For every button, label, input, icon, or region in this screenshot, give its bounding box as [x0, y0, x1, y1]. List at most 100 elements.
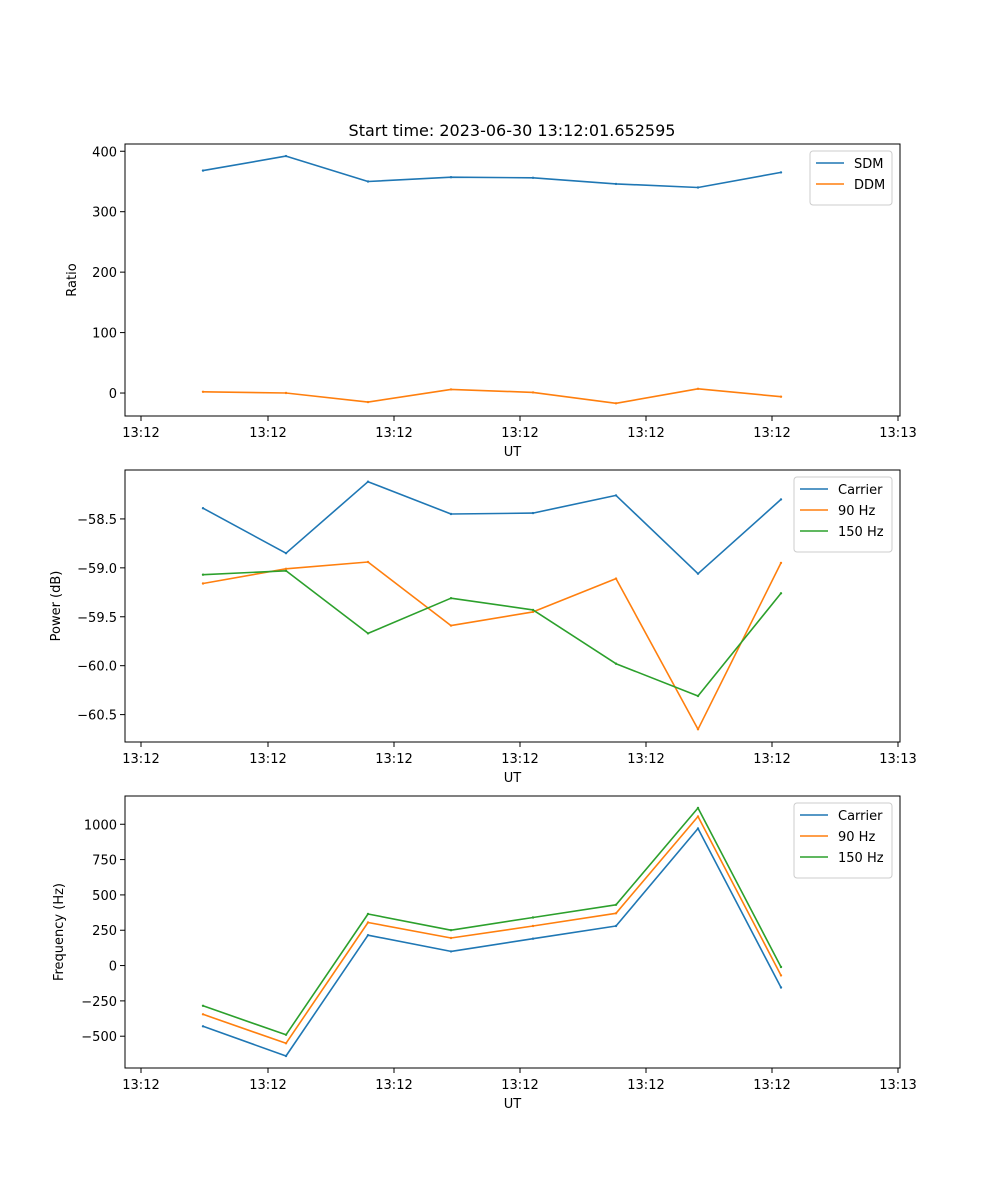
x-tick-label: 13:13 — [879, 752, 916, 767]
plot-frame — [124, 469, 901, 743]
x-axis-label: UT — [504, 445, 522, 460]
data-point-carrier — [366, 480, 370, 483]
y-axis-label: Power (dB) — [49, 571, 64, 642]
data-point-90-hz — [779, 561, 783, 565]
series-line-ddm — [202, 387, 782, 405]
y-tick-label: −60.0 — [77, 660, 117, 675]
data-point-carrier — [779, 986, 783, 989]
data-point-90-hz — [284, 567, 288, 570]
x-tick-label: 13:12 — [501, 752, 538, 767]
x-tick-label: 13:12 — [249, 752, 286, 767]
y-tick-label: −250 — [81, 995, 117, 1010]
x-tick-label: 13:12 — [753, 752, 790, 767]
y-axis-label: Frequency (Hz) — [52, 883, 67, 981]
data-point-90-hz — [284, 1042, 288, 1045]
legend-label: SDM — [854, 157, 883, 172]
data-point-carrier — [531, 511, 535, 515]
x-tick-label: 13:12 — [501, 1078, 538, 1093]
x-tick-label: 13:12 — [627, 426, 664, 441]
data-point-carrier — [779, 498, 783, 501]
data-point-ddm — [449, 388, 453, 391]
data-point-sdm — [696, 186, 700, 189]
data-point-carrier — [449, 950, 453, 953]
data-point-sdm — [284, 154, 288, 158]
data-point-90-hz — [696, 728, 700, 731]
chart-title: Start time: 2023-06-30 13:12:01.652595 — [349, 121, 676, 140]
data-point-sdm — [366, 180, 370, 183]
data-point-sdm — [779, 171, 783, 174]
series-line-sdm — [202, 155, 782, 189]
data-point-carrier — [201, 1025, 205, 1028]
x-tick-label: 13:13 — [879, 426, 916, 441]
data-point-150-hz — [779, 965, 783, 969]
y-tick-label: 750 — [92, 854, 117, 869]
data-point-carrier — [201, 507, 205, 510]
data-point-ddm — [614, 402, 618, 405]
x-tick-label: 13:12 — [753, 1078, 790, 1093]
data-point-90-hz — [531, 610, 535, 614]
data-point-150-hz — [366, 912, 370, 916]
data-point-150-hz — [201, 573, 205, 576]
legend-label: Carrier — [838, 483, 883, 498]
y-tick-label: −60.5 — [77, 709, 117, 724]
y-tick-label: −500 — [81, 1030, 117, 1045]
legend-label: 150 Hz — [838, 851, 884, 866]
data-point-sdm — [614, 182, 618, 186]
data-point-ddm — [201, 390, 205, 393]
x-tick-label: 13:12 — [627, 1078, 664, 1093]
x-tick-label: 13:12 — [375, 1078, 412, 1093]
y-tick-label: 200 — [92, 266, 117, 281]
data-point-carrier — [696, 827, 700, 830]
legend-box — [809, 150, 893, 206]
chart-panel-2: −58.5 −59.0 −59.5 −60.0 −60.5 13:12 13:12 13:12… — [49, 469, 917, 786]
y-tick-label: 1000 — [84, 818, 117, 833]
data-point-carrier — [614, 494, 618, 497]
data-point-carrier — [614, 924, 618, 928]
data-point-carrier — [284, 1054, 288, 1058]
data-point-carrier — [366, 934, 370, 937]
data-point-sdm — [531, 176, 535, 179]
y-tick-label: −59.5 — [77, 611, 117, 626]
x-tick-label: 13:12 — [122, 752, 159, 767]
data-point-150-hz — [201, 1004, 205, 1007]
data-point-150-hz — [696, 806, 700, 810]
data-point-150-hz — [779, 592, 783, 595]
legend-label: 90 Hz — [838, 504, 875, 519]
y-tick-label: −58.5 — [77, 513, 117, 528]
y-tick-label: 500 — [92, 889, 117, 904]
data-point-ddm — [284, 391, 288, 395]
y-tick-label: 100 — [92, 327, 117, 342]
x-tick-label: 13:12 — [122, 426, 159, 441]
data-point-150-hz — [614, 903, 618, 906]
legend: SDM DDM — [809, 150, 893, 206]
data-point-ddm — [696, 387, 700, 390]
data-point-carrier — [284, 552, 288, 555]
x-tick-label: 13:12 — [501, 426, 538, 441]
series-line-carrier — [202, 480, 782, 575]
data-point-90-hz — [449, 624, 453, 627]
chart-panel-1: 0 100 200 300 400 13:12 13:12 13:12 13:12 13:12 13… — [65, 143, 917, 460]
legend: Carrier 90 Hz 150 Hz — [793, 802, 893, 879]
series-line-carrier — [202, 827, 782, 1057]
legend-box — [793, 476, 893, 553]
y-tick-label: 300 — [92, 206, 117, 221]
data-point-150-hz — [614, 662, 618, 665]
data-point-150-hz — [366, 632, 370, 635]
data-point-150-hz — [284, 1033, 288, 1037]
series-line-90-hz — [202, 561, 782, 731]
data-point-ddm — [366, 400, 370, 404]
data-point-90-hz — [614, 912, 618, 915]
series-line-90-hz — [202, 815, 782, 1045]
data-point-90-hz — [696, 815, 700, 818]
x-tick-label: 13:13 — [879, 1078, 916, 1093]
x-tick-label: 13:12 — [627, 752, 664, 767]
x-tick-label: 13:12 — [249, 426, 286, 441]
data-point-sdm — [201, 169, 205, 172]
data-point-90-hz — [366, 921, 370, 924]
data-point-90-hz — [614, 577, 618, 580]
data-point-carrier — [531, 937, 535, 940]
data-point-90-hz — [201, 1013, 205, 1016]
data-point-90-hz — [449, 936, 453, 940]
data-point-90-hz — [531, 924, 535, 928]
data-point-ddm — [531, 391, 535, 394]
